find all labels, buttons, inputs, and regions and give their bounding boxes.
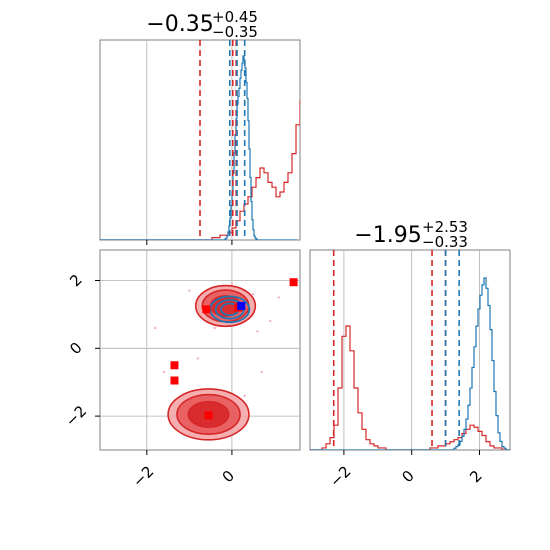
- joint-y-tick-label: 0: [66, 339, 85, 358]
- param-2-title-upper: +2.53: [422, 218, 468, 236]
- joint-scatter-point: [251, 292, 255, 296]
- joint-scatter-point: [277, 296, 280, 299]
- joint-scatter-point: [188, 289, 191, 292]
- histogram-param-2-ticks: −2 0 2: [326, 450, 486, 491]
- histogram-param-1-ticks: [146, 240, 233, 245]
- joint-scatter-point: [230, 282, 234, 286]
- param-2-title-value: −1.95: [354, 223, 421, 248]
- histogram-param-2-grid: [343, 250, 480, 450]
- joint-scatter-point: [256, 330, 259, 333]
- joint-scatter-point: [269, 319, 272, 323]
- histogram-param-1-red-series: [100, 100, 300, 240]
- histogram-param-2-tick-label: 2: [466, 467, 485, 486]
- histogram-param-1-quantiles: [199, 40, 246, 240]
- histogram-param-2: −2 0 2: [309, 249, 511, 491]
- joint-scatter-point: [196, 357, 200, 360]
- histogram-param-2-blue-series: [310, 277, 510, 450]
- param-1-title: −0.35: [146, 12, 213, 37]
- param-2-title-lower: −0.33: [422, 233, 468, 251]
- histogram-param-1-grid: [146, 40, 233, 240]
- joint-panel-markers: [170, 278, 298, 420]
- joint-red-marker: [170, 376, 179, 385]
- joint-scatter-point: [154, 326, 157, 330]
- histogram-param-2-series: [310, 277, 510, 450]
- histogram-param-1-series: [100, 55, 300, 240]
- joint-scatter-point: [243, 394, 246, 397]
- histogram-param-2-quantiles: [332, 250, 460, 450]
- param-1-title-value: −0.35: [146, 12, 213, 37]
- joint-scatter-point: [260, 370, 263, 374]
- joint-x-tick-label: −2: [129, 462, 157, 490]
- joint-scatter-point: [162, 370, 166, 374]
- histogram-param-1: [99, 39, 301, 245]
- joint-y-tick-label: 2: [66, 271, 85, 290]
- joint-red-marker: [202, 305, 211, 314]
- param-1-title-upper: +0.45: [212, 8, 258, 26]
- joint-red-marker: [289, 278, 298, 287]
- param-1-title-lower: −0.35: [212, 23, 258, 41]
- joint-red-marker: [170, 361, 179, 370]
- joint-x-tick-label: 0: [219, 467, 238, 486]
- histogram-param-2-tick-label: 0: [398, 467, 417, 486]
- joint-y-tick-label: −2: [62, 402, 90, 430]
- histogram-param-2-frame: [309, 249, 511, 451]
- histogram-param-2-tick-label: −2: [326, 462, 354, 490]
- joint-blue-marker: [237, 301, 246, 310]
- joint-param-1-param-2: −2 0 −2 0 2: [62, 249, 301, 491]
- histogram-param-2-red-series: [310, 325, 510, 450]
- joint-scatter-point: [213, 326, 217, 330]
- joint-red-marker: [204, 411, 213, 420]
